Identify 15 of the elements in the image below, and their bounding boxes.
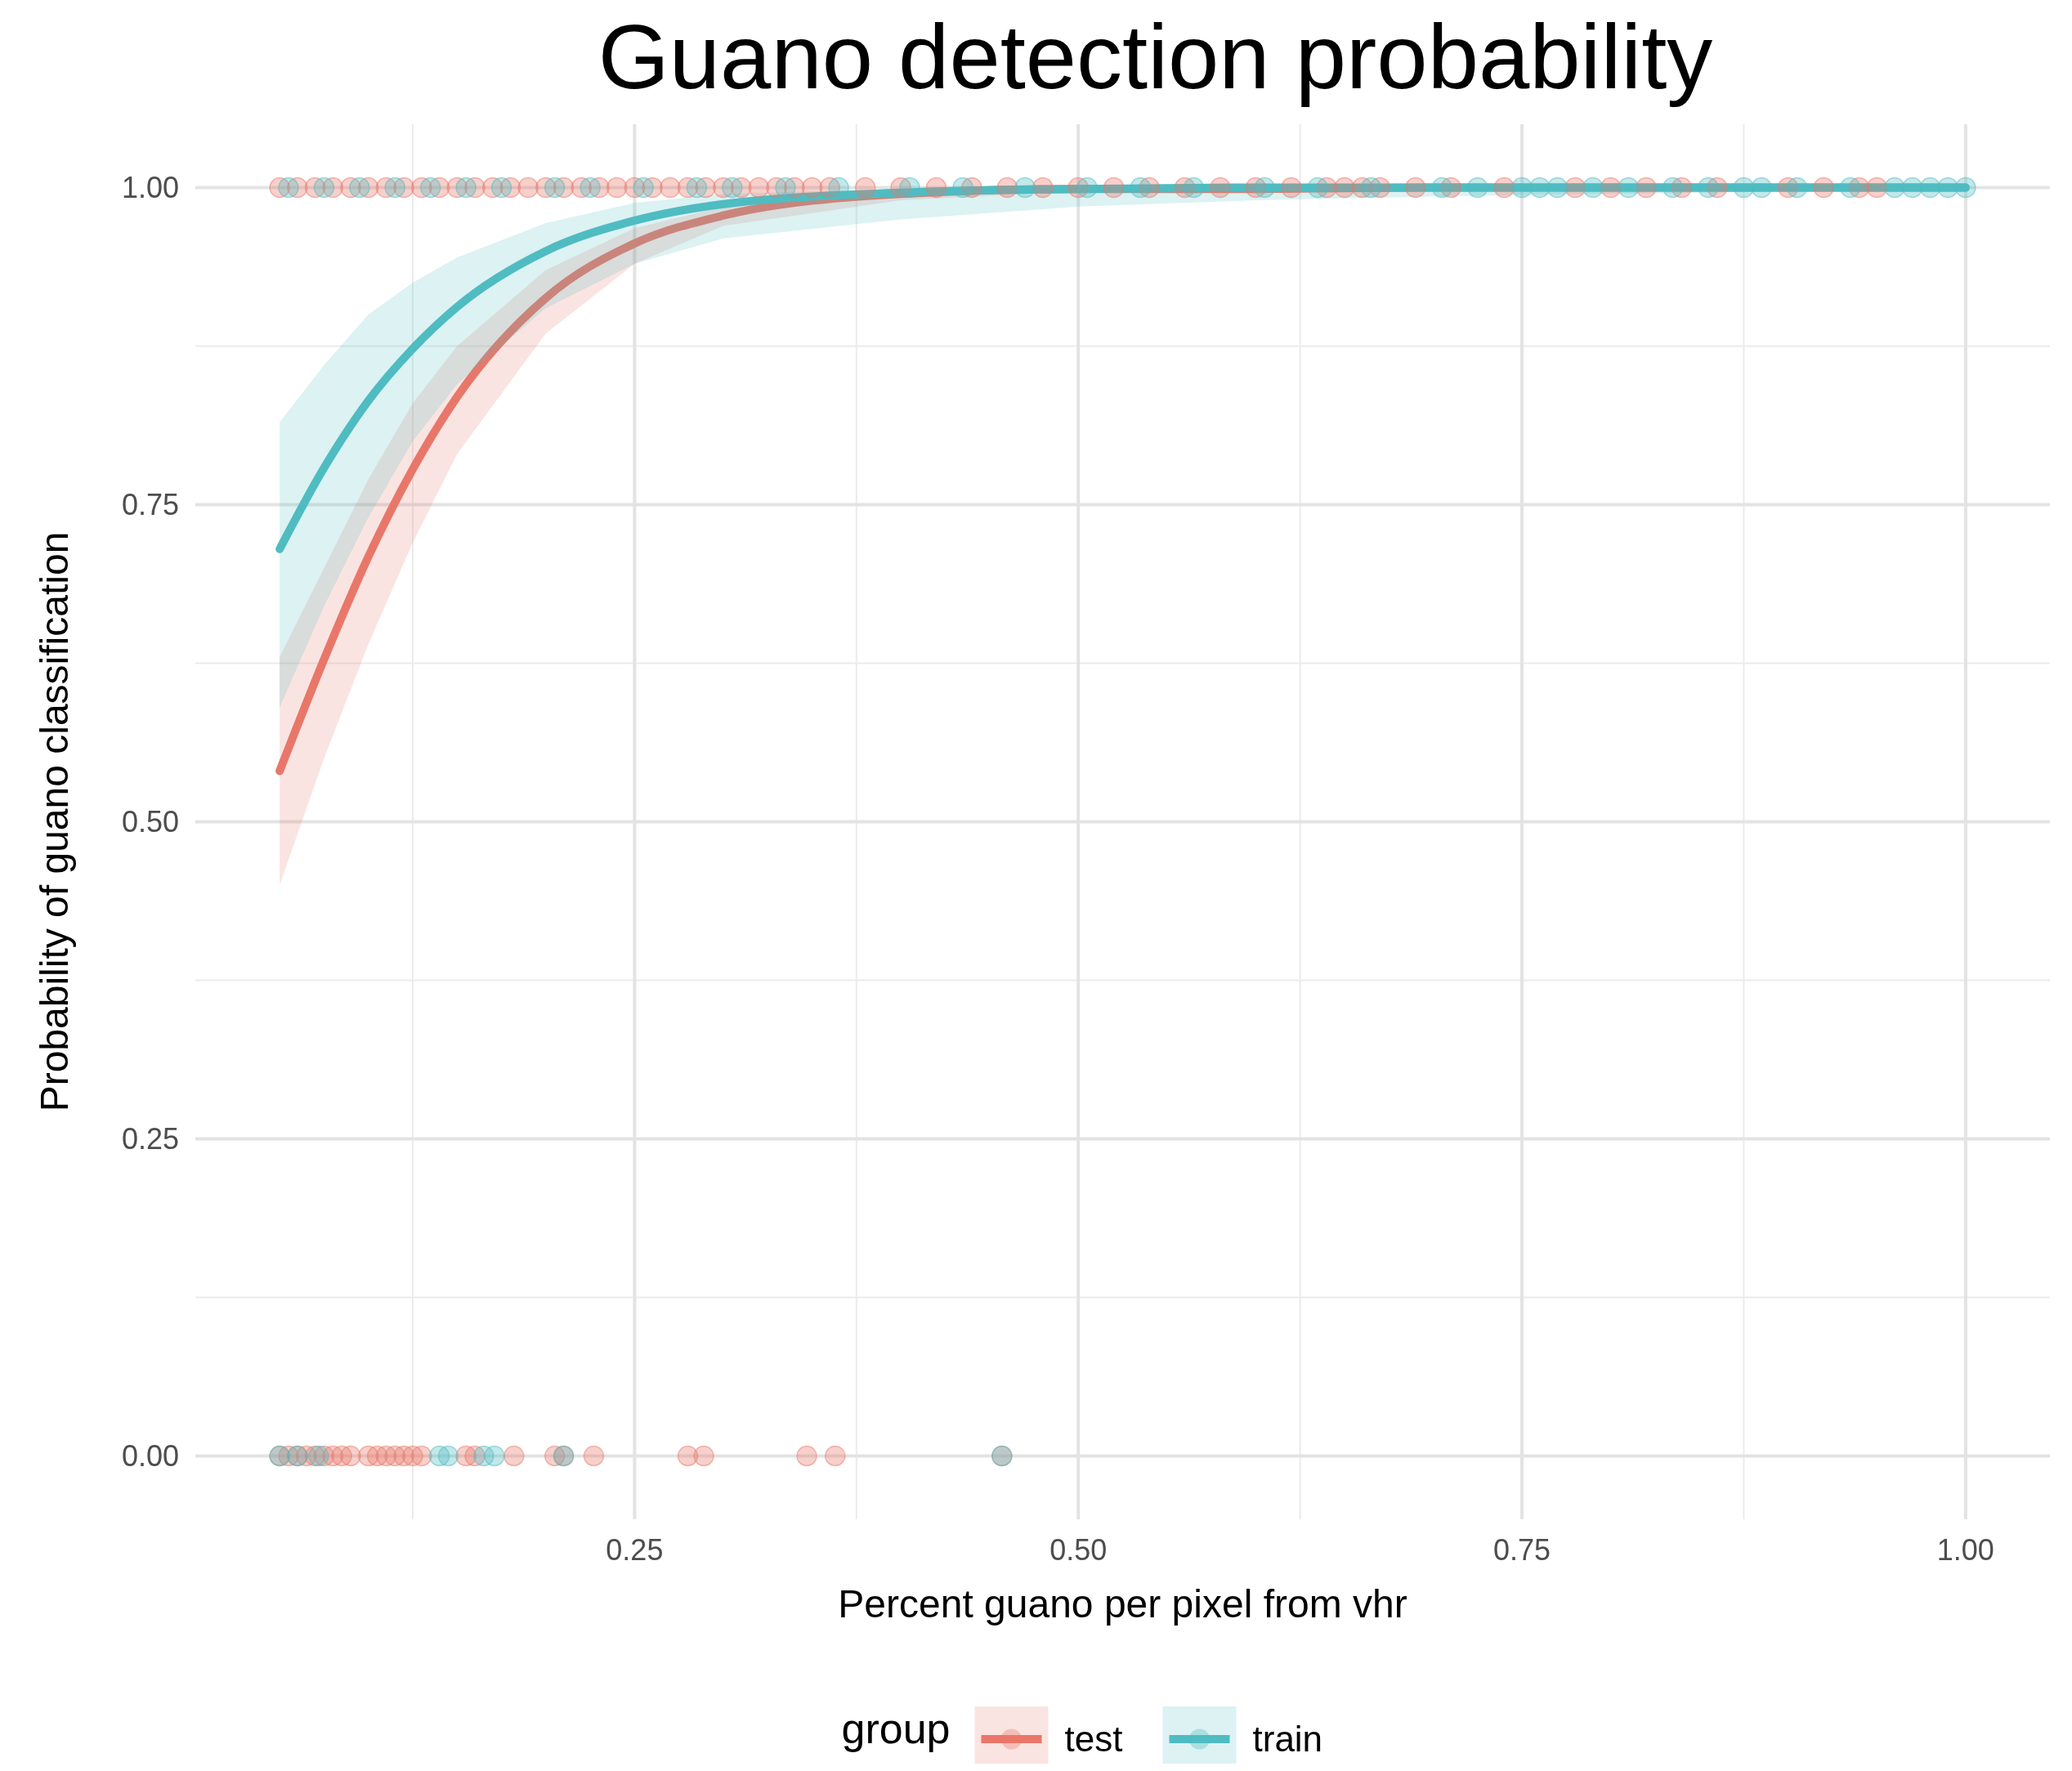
x-axis-title: Percent guano per pixel from vhr [838,1582,1407,1626]
y-tick-label: 0.50 [121,805,179,839]
x-tick-label: 1.00 [1936,1533,1994,1567]
y-tick-label: 0.75 [121,488,179,522]
legend-title: group [841,1705,951,1752]
legend-label: test [1064,1719,1123,1760]
y-tick-label: 0.25 [121,1122,179,1156]
y-tick-label: 0.00 [121,1439,179,1474]
x-tick-label: 0.50 [1049,1533,1108,1567]
legend-label: train [1252,1719,1323,1760]
x-tick-label: 0.75 [1493,1533,1551,1567]
y-axis-title: Probability of guano classification [33,531,76,1112]
chart-title: Guano detection probability [597,6,1713,108]
x-tick-label: 0.25 [606,1533,664,1567]
y-tick-label: 1.00 [121,171,179,205]
